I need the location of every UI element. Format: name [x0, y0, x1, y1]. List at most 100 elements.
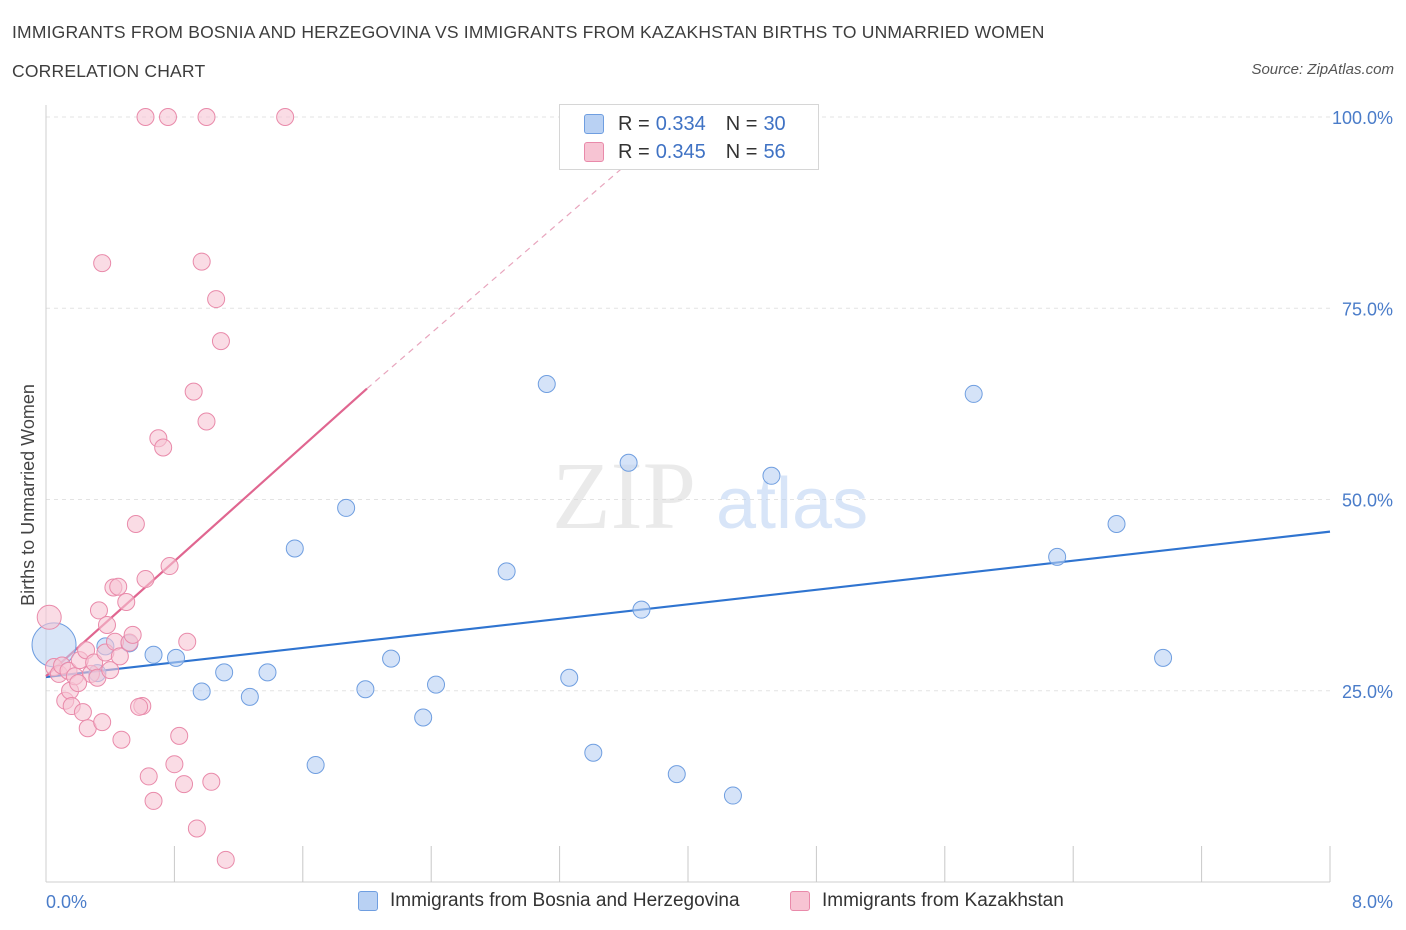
point-bosnia — [1107, 514, 1126, 533]
point-kazakhstan — [89, 601, 108, 620]
point-bosnia — [584, 743, 603, 762]
point-kazakhstan — [192, 252, 211, 271]
y-tick-label: 50.0% — [1342, 491, 1393, 511]
point-bosnia — [537, 374, 556, 393]
point-bosnia — [619, 453, 638, 472]
point-bosnia — [285, 539, 304, 558]
point-kazakhstan — [73, 703, 92, 722]
legend-n-value: 30 — [763, 112, 786, 135]
legend-n-value: 56 — [763, 140, 786, 163]
point-bosnia — [144, 645, 163, 664]
point-kazakhstan — [202, 772, 221, 791]
y-tick-label: 25.0% — [1342, 682, 1393, 702]
point-bosnia — [414, 708, 433, 727]
point-kazakhstan — [184, 382, 203, 401]
point-bosnia — [723, 786, 742, 805]
point-kazakhstan — [126, 514, 145, 533]
point-kazakhstan — [93, 713, 112, 732]
series-swatch-bosnia — [358, 891, 378, 911]
point-bosnia — [258, 663, 277, 682]
point-bosnia — [337, 498, 356, 517]
series-legend-label: Immigrants from Kazakhstan — [822, 890, 1064, 911]
chart-source: Source: ZipAtlas.com — [1251, 61, 1394, 78]
point-kazakhstan — [165, 755, 184, 774]
legend-r-value: 0.345 — [655, 140, 706, 163]
point-kazakhstan — [178, 632, 197, 651]
point-kazakhstan — [170, 726, 189, 745]
point-kazakhstan — [136, 570, 155, 589]
legend-n-label: N = — [725, 140, 758, 163]
point-kazakhstan — [139, 767, 158, 786]
point-bosnia — [356, 680, 375, 699]
series-legend-kazakhstan: Immigrants from Kazakhstan — [790, 890, 1064, 912]
trend-line-bosnia — [45, 530, 1331, 679]
point-bosnia — [427, 675, 446, 694]
point-kazakhstan — [93, 254, 112, 273]
x-tick-label: 0.0% — [46, 892, 87, 912]
axes — [45, 105, 1331, 883]
point-bosnia — [215, 663, 234, 682]
point-bosnia — [1048, 547, 1067, 566]
watermark-atlas: atlas — [716, 464, 868, 544]
series-swatch-kazakhstan — [790, 891, 810, 911]
point-kazakhstan — [36, 604, 62, 630]
legend-r-label: R = — [618, 140, 650, 163]
point-kazakhstan — [158, 108, 177, 126]
point-kazakhstan — [97, 615, 116, 634]
point-kazakhstan — [154, 438, 173, 457]
point-kazakhstan — [276, 108, 295, 126]
chart-subtitle: CORRELATION CHART — [12, 61, 206, 81]
point-bosnia — [964, 384, 983, 403]
point-kazakhstan — [160, 557, 179, 576]
point-kazakhstan — [109, 577, 128, 596]
point-bosnia — [240, 687, 259, 706]
point-bosnia — [762, 466, 781, 485]
point-bosnia — [667, 765, 686, 784]
point-kazakhstan — [117, 593, 136, 612]
point-kazakhstan — [136, 108, 155, 126]
point-kazakhstan — [216, 850, 235, 869]
point-kazakhstan — [112, 730, 131, 749]
trend-lines — [45, 166, 1331, 679]
legend-swatch-bosnia — [584, 114, 604, 134]
point-bosnia — [192, 682, 211, 701]
point-bosnia — [167, 648, 186, 667]
legend-row-kazakhstan: R = 0.345 N = 56 — [584, 139, 786, 165]
point-kazakhstan — [207, 290, 226, 309]
point-kazakhstan — [101, 661, 120, 680]
legend-r-value: 0.334 — [655, 112, 706, 135]
point-bosnia — [382, 649, 401, 668]
series-legend-bosnia: Immigrants from Bosnia and Herzegovina — [358, 890, 740, 912]
point-kazakhstan — [197, 412, 216, 431]
legend-swatch-kazakhstan — [584, 142, 604, 162]
tick-labels: 25.0% 50.0% 75.0% 100.0% 0.0% 8.0% — [46, 108, 1393, 912]
legend-n-label: N = — [725, 112, 758, 135]
y-axis-label: Births to Unmarried Women — [18, 384, 38, 606]
point-kazakhstan — [110, 647, 129, 666]
legend-r-label: R = — [618, 112, 650, 135]
y-tick-label: 75.0% — [1342, 299, 1393, 319]
chart-title: IMMIGRANTS FROM BOSNIA AND HERZEGOVINA V… — [12, 22, 1045, 42]
point-kazakhstan — [144, 791, 163, 810]
y-tick-label: 100.0% — [1332, 108, 1393, 128]
trend-line-kazakhstan-extension — [366, 166, 625, 390]
point-bosnia — [632, 600, 651, 619]
legend-row-bosnia: R = 0.334 N = 30 — [584, 111, 786, 137]
point-kazakhstan — [69, 674, 88, 693]
point-kazakhstan — [187, 819, 206, 838]
point-kazakhstan — [197, 108, 216, 126]
trend-line-kazakhstan — [45, 387, 368, 678]
point-bosnia — [306, 755, 325, 774]
data-points — [31, 108, 1173, 869]
series-legend-label: Immigrants from Bosnia and Herzegovina — [390, 890, 740, 911]
point-kazakhstan — [175, 775, 194, 794]
x-tick-label: 8.0% — [1352, 892, 1393, 912]
point-bosnia — [560, 668, 579, 687]
point-bosnia — [497, 562, 516, 581]
correlation-legend: R = 0.334 N = 30 R = 0.345 N = 56 — [559, 104, 819, 170]
point-bosnia — [1154, 648, 1173, 667]
point-kazakhstan — [211, 332, 230, 351]
watermark: ZIP atlas — [552, 442, 868, 549]
point-kazakhstan — [123, 625, 142, 644]
